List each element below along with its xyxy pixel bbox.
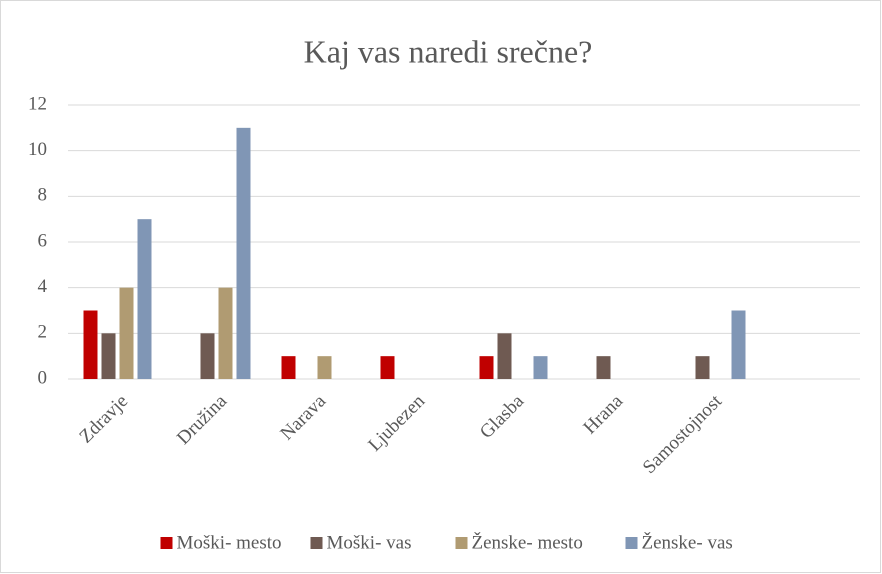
legend-label: Ženske- mesto: [472, 531, 583, 553]
bar: [281, 356, 296, 379]
bar: [695, 356, 710, 379]
y-tick-label: 8: [38, 185, 48, 206]
y-tick-label: 10: [28, 139, 47, 160]
legend-label: Ženske- vas: [642, 531, 733, 553]
bar: [497, 333, 512, 379]
bar: [101, 333, 116, 379]
legend-swatch: [160, 537, 173, 549]
bar: [317, 356, 332, 379]
chart-title: Kaj vas naredi srečne?: [304, 33, 593, 69]
legend-swatch: [625, 537, 638, 549]
bar: [596, 356, 611, 379]
legend-label: Moški- vas: [327, 532, 412, 553]
bar: [479, 356, 494, 379]
y-tick-label: 2: [38, 322, 48, 343]
bar: [731, 310, 746, 379]
bar: [200, 333, 215, 379]
bar: [119, 287, 134, 379]
bar: [137, 219, 152, 379]
y-tick-label: 4: [38, 276, 48, 297]
bar: [533, 356, 548, 379]
y-tick-label: 12: [28, 93, 47, 114]
legend-label: Moški- mesto: [177, 532, 282, 553]
legend-swatch: [310, 537, 323, 549]
bar: [236, 127, 251, 379]
bar: [218, 287, 233, 379]
bar: [380, 356, 395, 379]
y-tick-label: 6: [38, 230, 48, 251]
y-tick-label: 0: [38, 367, 48, 388]
bar: [83, 310, 98, 379]
legend-swatch: [455, 537, 468, 549]
